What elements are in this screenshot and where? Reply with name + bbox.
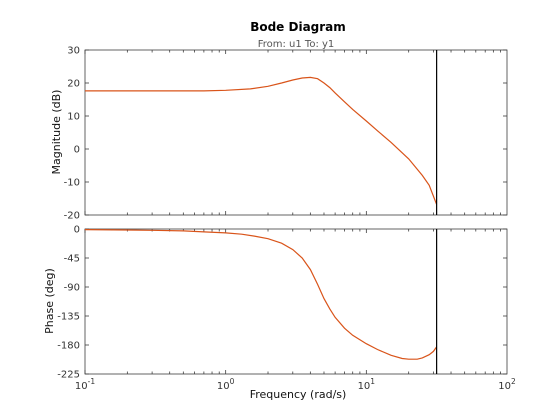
x-tick-label-base: 10 <box>75 381 88 392</box>
magnitude-x-ticks <box>84 50 501 215</box>
magnitude-y-ticks: 30 20 10 0 -10 -20 <box>64 46 507 222</box>
x-axis-label: Frequency (rad/s) <box>250 388 347 401</box>
phase-series-line <box>84 229 438 360</box>
phase-y-tick-label: -90 <box>64 283 80 294</box>
magnitude-axes-frame <box>84 49 508 216</box>
phase-y-ticks: 0 -45 -90 -135 -180 -225 <box>57 225 507 381</box>
phase-axes-frame <box>84 228 508 375</box>
magnitude-axis-label: Magnitude (dB) <box>50 90 63 175</box>
phase-y-tick-label: -135 <box>57 312 80 323</box>
magnitude-y-tick-label: 10 <box>67 112 80 123</box>
x-tick-label: 100 <box>217 377 235 392</box>
x-tick-labels: 10-1 100 101 102 <box>75 377 516 392</box>
magnitude-series-line <box>85 76 438 205</box>
magnitude-y-tick-label: 30 <box>67 46 80 57</box>
x-tick-label-exponent: 1 <box>370 377 375 386</box>
magnitude-y-tick-label: 20 <box>67 79 80 90</box>
phase-y-tick-label: -180 <box>57 341 80 352</box>
x-tick-label: 102 <box>498 377 516 392</box>
magnitude-y-tick-label: -10 <box>64 178 80 189</box>
x-tick-label-base: 10 <box>217 381 230 392</box>
phase-axis-label: Phase (deg) <box>43 268 56 334</box>
chart-title: Bode Diagram <box>250 20 346 34</box>
x-tick-label: 10-1 <box>75 377 95 392</box>
magnitude-y-tick-label: 0 <box>74 145 80 156</box>
x-tick-label-exponent: -1 <box>88 377 96 386</box>
x-tick-label-base: 10 <box>498 381 511 392</box>
phase-y-tick-label: -45 <box>64 254 80 265</box>
phase-y-tick-label: -225 <box>57 370 80 381</box>
x-tick-label: 101 <box>358 377 376 392</box>
chart-subtitle: From: u1 To: y1 <box>258 39 335 50</box>
magnitude-y-tick-label: -20 <box>64 211 80 222</box>
x-tick-label-base: 10 <box>358 381 371 392</box>
phase-y-tick-label: 0 <box>74 225 80 236</box>
x-tick-label-exponent: 0 <box>230 377 235 386</box>
x-tick-label-exponent: 2 <box>511 377 516 386</box>
phase-x-ticks <box>84 229 501 374</box>
